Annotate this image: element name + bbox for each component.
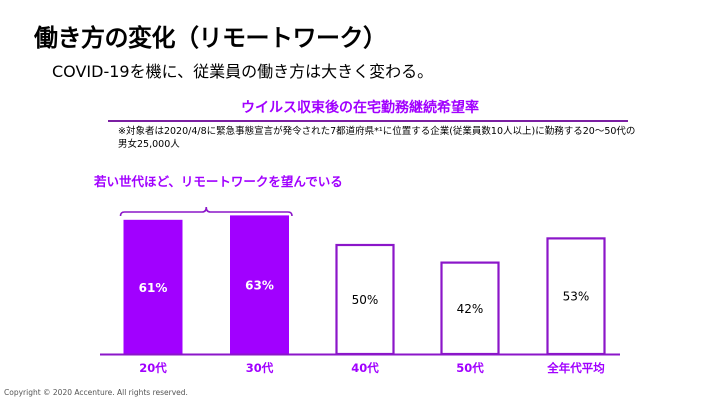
survey-note: ※対象者は2020/4/8に緊急事態宣言が発令された7都道府県*¹に位置する企業… bbox=[118, 126, 636, 150]
chart-title: ウイルス収束後の在宅勤務継続希望率 bbox=[241, 100, 479, 116]
category-label: 40代 bbox=[351, 361, 379, 375]
chart-title-divider bbox=[108, 120, 628, 122]
bar-value-label: 61% bbox=[139, 281, 168, 295]
bar-value-label: 63% bbox=[245, 279, 274, 293]
page-subtitle: COVID-19を機に、従業員の働き方は大きく変わる。 bbox=[52, 62, 434, 81]
category-label: 全年代平均 bbox=[546, 361, 605, 375]
bar-4 bbox=[440, 261, 500, 356]
category-label: 50代 bbox=[456, 361, 484, 375]
bar-1 bbox=[123, 219, 183, 354]
bracket-annotation bbox=[119, 206, 293, 217]
bar-5 bbox=[546, 237, 606, 356]
bar-3 bbox=[335, 243, 395, 356]
copyright-text: Copyright © 2020 Accenture. All rights r… bbox=[4, 388, 188, 397]
bar-value-label: 50% bbox=[352, 293, 379, 307]
bar-2 bbox=[230, 215, 289, 354]
page-title: 働き方の変化（リモートワーク） bbox=[34, 24, 387, 52]
category-label: 30代 bbox=[246, 361, 274, 375]
callout-text: 若い世代ほど、リモートワークを望んでいる bbox=[94, 174, 343, 189]
bar-value-label: 53% bbox=[563, 290, 590, 304]
bar-value-label: 42% bbox=[457, 302, 484, 316]
category-label: 20代 bbox=[139, 361, 167, 375]
